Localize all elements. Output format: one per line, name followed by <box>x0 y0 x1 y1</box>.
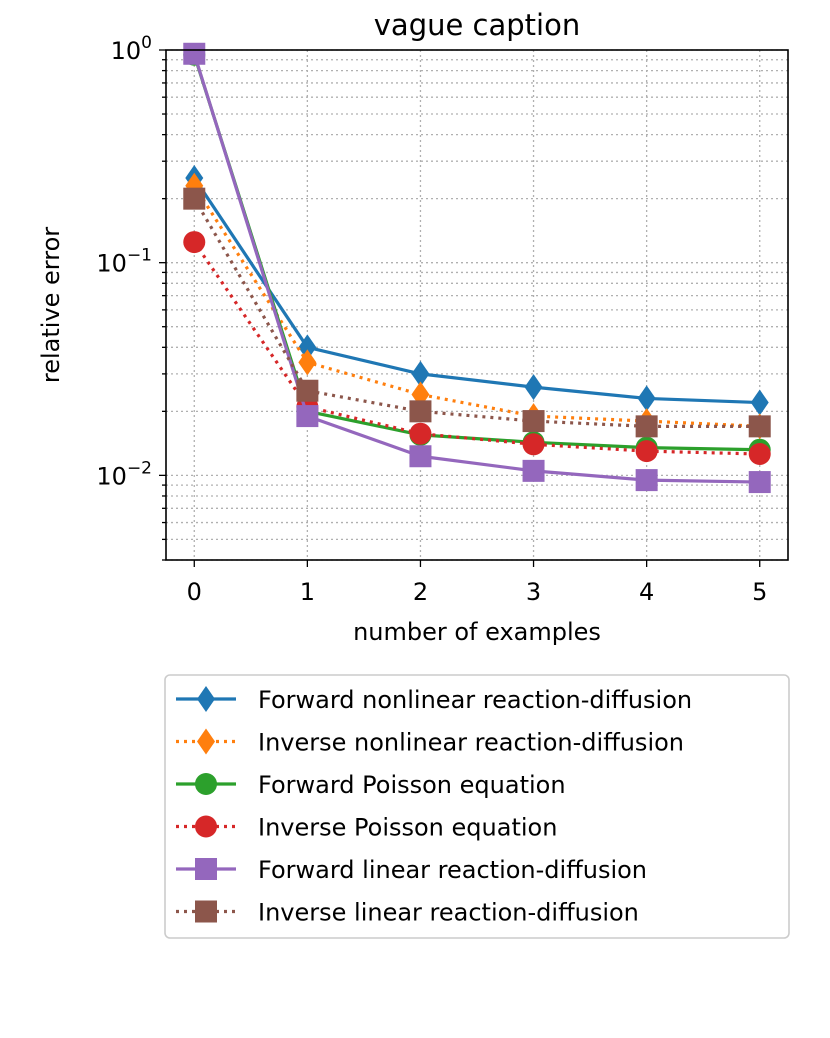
series-line <box>192 177 760 405</box>
series-point <box>183 187 206 210</box>
series-point <box>748 443 771 466</box>
series-group <box>183 187 771 438</box>
y-axis-title: relative error <box>37 227 65 383</box>
x-tick-label: 2 <box>413 578 428 606</box>
series-point <box>524 374 543 401</box>
legend-box <box>164 674 790 939</box>
series-point <box>522 459 545 482</box>
x-tick-label: 4 <box>639 578 654 606</box>
series-point <box>748 415 771 438</box>
legend-marker <box>195 773 217 795</box>
y-tick-label: 100 <box>111 33 152 65</box>
legend-item: Forward linear reaction-diffusion <box>176 856 647 884</box>
plot-series <box>183 42 771 494</box>
series-point <box>183 231 206 254</box>
legend-label: Inverse linear reaction-diffusion <box>258 899 639 927</box>
series-point <box>409 400 432 423</box>
series-group <box>183 231 771 466</box>
legend-item: Forward Poisson equation <box>176 771 566 799</box>
series-point <box>522 433 545 456</box>
series-point <box>296 379 319 402</box>
y-tick-label: 10−1 <box>96 246 152 278</box>
legend-item: Inverse Poisson equation <box>176 814 557 842</box>
series-point <box>635 440 658 463</box>
y-tick-label: 10−2 <box>96 458 152 490</box>
series-line <box>192 184 760 428</box>
series-point <box>750 389 769 416</box>
legend-item: Inverse nonlinear reaction-diffusion <box>176 728 684 757</box>
series-point <box>522 410 545 433</box>
x-tick-label: 0 <box>187 578 202 606</box>
legend-label: Forward linear reaction-diffusion <box>258 856 647 884</box>
legend-marker <box>197 728 215 755</box>
legend-marker <box>195 815 217 838</box>
series-point <box>635 415 658 438</box>
plot-frame <box>165 49 789 561</box>
series-point <box>748 471 771 494</box>
series-point <box>635 469 658 492</box>
series-point <box>409 445 432 468</box>
series-point <box>411 360 430 387</box>
legend-marker <box>195 858 217 880</box>
legend-label: Inverse Poisson equation <box>258 814 557 842</box>
legend-label: Forward Poisson equation <box>258 771 566 799</box>
series-line <box>192 197 760 428</box>
x-tick-label: 1 <box>300 578 315 606</box>
series-line <box>192 241 760 456</box>
legend-label: Forward nonlinear reaction-diffusion <box>258 686 692 714</box>
series-line <box>192 53 760 484</box>
chart-title: vague caption <box>374 8 580 42</box>
x-axis-title: number of examples <box>353 618 601 646</box>
legend-label: Inverse nonlinear reaction-diffusion <box>258 729 684 757</box>
axis-ticks: 0 1 2 3 4 5 10−2 10−1 100 <box>96 33 767 606</box>
legend-marker <box>197 686 215 712</box>
series-group <box>183 42 771 494</box>
x-tick-label: 3 <box>526 578 541 606</box>
series-point <box>409 422 432 445</box>
series-group <box>185 165 769 416</box>
legend-marker <box>195 900 217 923</box>
legend: Forward nonlinear reaction-diffusion Inve… <box>164 674 790 939</box>
x-tick-label: 5 <box>752 578 767 606</box>
legend-item: Forward nonlinear reaction-diffusion <box>176 686 692 714</box>
series-point <box>298 349 317 376</box>
series-point <box>183 42 206 65</box>
series-point <box>637 385 656 412</box>
grid-lines <box>166 49 788 561</box>
series-point <box>296 405 319 428</box>
legend-item: Inverse linear reaction-diffusion <box>176 899 639 927</box>
